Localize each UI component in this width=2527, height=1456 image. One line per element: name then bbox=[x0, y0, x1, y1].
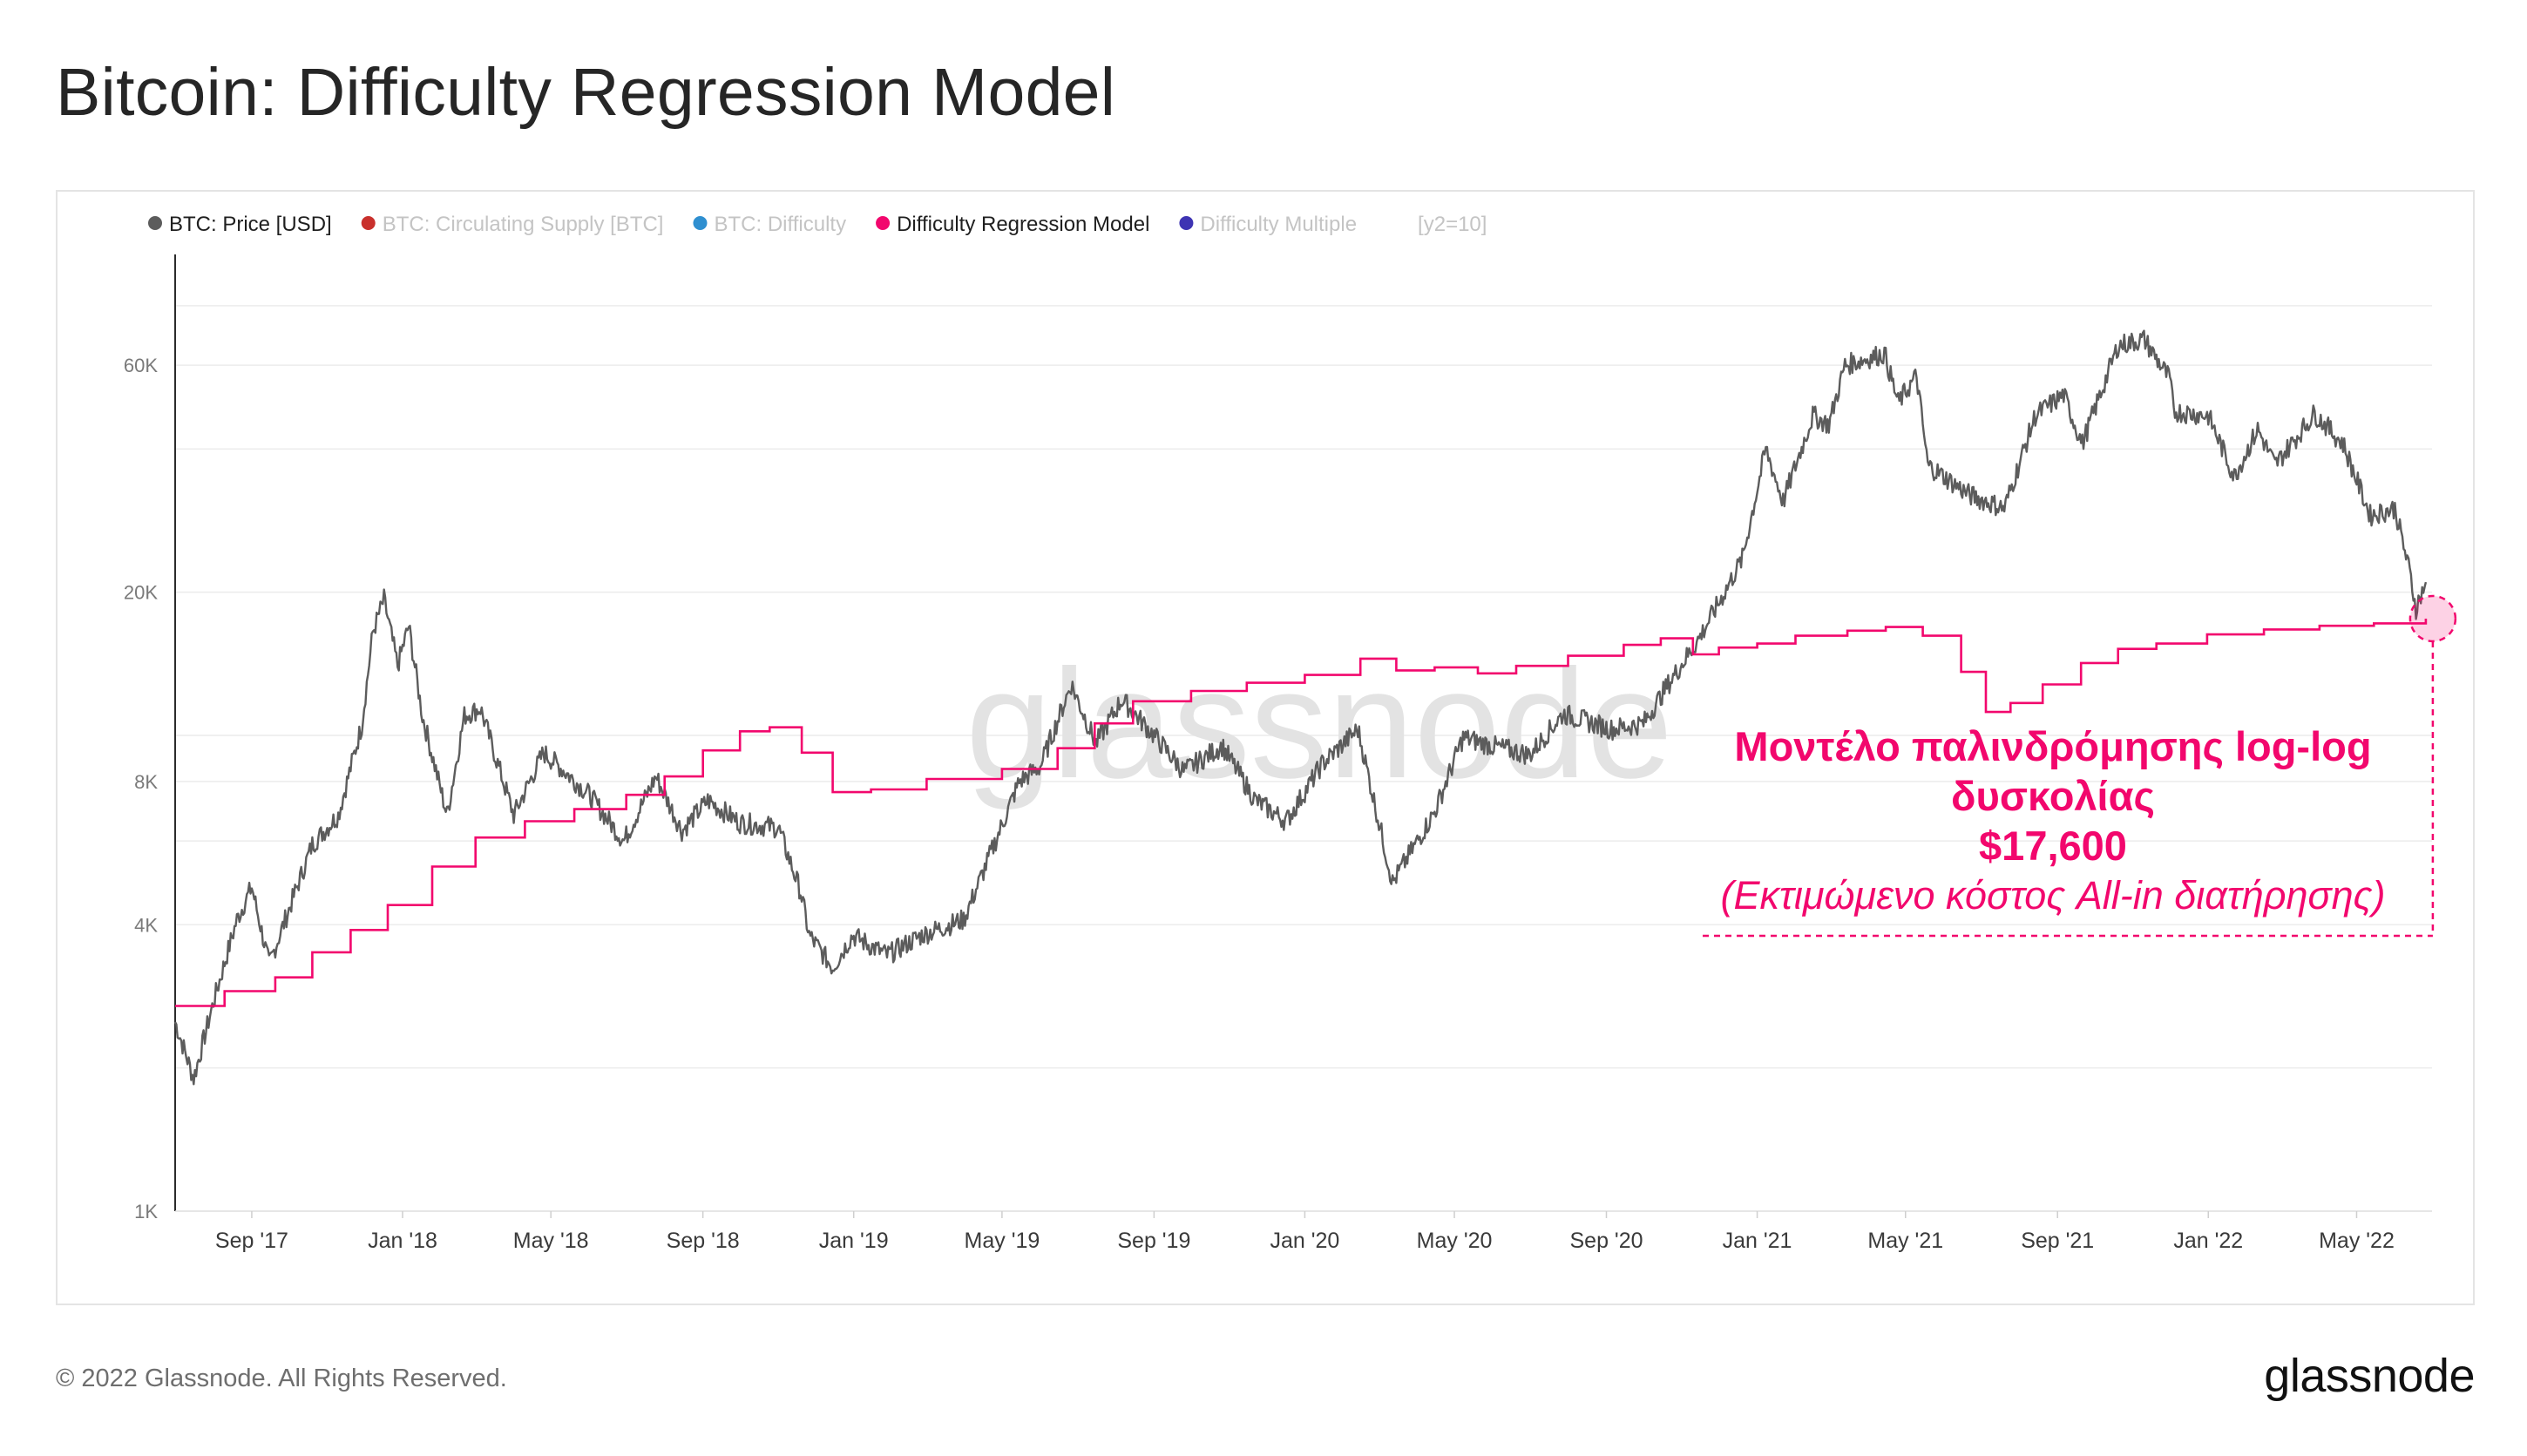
legend-item-0: BTC: Price [USD] bbox=[148, 213, 332, 236]
legend-swatch-1 bbox=[361, 216, 376, 230]
difficulty-model-line bbox=[175, 619, 2428, 1007]
x-tick-label-3: Sep '18 bbox=[667, 1229, 740, 1253]
price-series-line bbox=[173, 329, 2428, 1086]
chart-gridlines bbox=[175, 305, 2432, 1212]
x-tick-label-1: Jan '18 bbox=[368, 1229, 437, 1253]
y-tick-label-1: 4K bbox=[134, 914, 158, 936]
legend-label-2: BTC: Difficulty bbox=[714, 213, 846, 236]
annotation-value: $17,600 bbox=[1979, 823, 2127, 869]
legend-label-4: Difficulty Multiple bbox=[1200, 213, 1357, 236]
x-tick-label-8: May '20 bbox=[1417, 1229, 1493, 1253]
footer-copyright: © 2022 Glassnode. All Rights Reserved. bbox=[56, 1365, 507, 1392]
x-tick-label-4: Jan '19 bbox=[819, 1229, 889, 1253]
x-tick-label-13: Jan '22 bbox=[2173, 1229, 2243, 1253]
x-tick-label-11: May '21 bbox=[1867, 1229, 1943, 1253]
chart-legend: BTC: Price [USD] BTC: Circulating Supply … bbox=[148, 213, 1487, 236]
legend-label-3: Difficulty Regression Model bbox=[897, 213, 1149, 236]
x-tick-label-0: Sep '17 bbox=[215, 1229, 288, 1253]
y-tick-label-4: 60K bbox=[124, 355, 158, 376]
x-tick-label-7: Jan '20 bbox=[1270, 1229, 1339, 1253]
annotation-note: (Εκτιμώμενο κόστος All-in διατήρησης) bbox=[1721, 873, 2386, 918]
y-tick-label-2: 8K bbox=[134, 771, 158, 793]
legend-swatch-4 bbox=[1179, 216, 1194, 230]
legend-item-1: BTC: Circulating Supply [BTC] bbox=[361, 213, 664, 236]
x-tick-label-12: Sep '21 bbox=[2021, 1229, 2094, 1253]
legend-swatch-0 bbox=[148, 216, 162, 230]
page-title: Bitcoin: Difficulty Regression Model bbox=[56, 55, 1116, 130]
chart-annotation: Μοντέλο παλινδρόμησης log-log δυσκολίας … bbox=[1703, 594, 2457, 938]
x-tick-label-14: May '22 bbox=[2319, 1229, 2395, 1253]
legend-swatch-2 bbox=[693, 216, 708, 230]
legend-swatch-3 bbox=[876, 216, 891, 230]
annotation-title: Μοντέλο παλινδρόμησης log-log bbox=[1734, 723, 2371, 769]
chart-panel: BTC: Price [USD] BTC: Circulating Supply … bbox=[56, 190, 2475, 1305]
legend-label-0: BTC: Price [USD] bbox=[169, 213, 332, 236]
x-tick-label-9: Sep '20 bbox=[1570, 1229, 1643, 1253]
y-tick-label-3: 20K bbox=[124, 582, 158, 604]
legend-item-3: Difficulty Regression Model bbox=[876, 213, 1149, 236]
chart-series bbox=[173, 329, 2428, 1086]
x-tick-label-6: Sep '19 bbox=[1117, 1229, 1190, 1253]
x-tick-label-5: May '19 bbox=[965, 1229, 1040, 1253]
annotation-marker-circle bbox=[2408, 594, 2457, 643]
chart-svg: BTC: Price [USD] BTC: Circulating Supply … bbox=[124, 213, 2457, 1253]
annotation-subtitle: δυσκολίας bbox=[1951, 773, 2155, 819]
x-tick-label-2: May '18 bbox=[513, 1229, 589, 1253]
legend-extra: [y2=10] bbox=[1418, 213, 1487, 236]
glassnode-logo: glassnode bbox=[2264, 1350, 2475, 1402]
x-tick-label-10: Jan '21 bbox=[1723, 1229, 1792, 1253]
legend-label-1: BTC: Circulating Supply [BTC] bbox=[383, 213, 664, 236]
y-tick-label-0: 1K bbox=[134, 1201, 158, 1222]
legend-item-2: BTC: Difficulty bbox=[693, 213, 846, 236]
legend-item-4: Difficulty Multiple bbox=[1179, 213, 1357, 236]
chart-axes: 1K 4K 8K 20K 60K Sep '17 Jan '18 May '18 Sep '18… bbox=[124, 254, 2432, 1253]
